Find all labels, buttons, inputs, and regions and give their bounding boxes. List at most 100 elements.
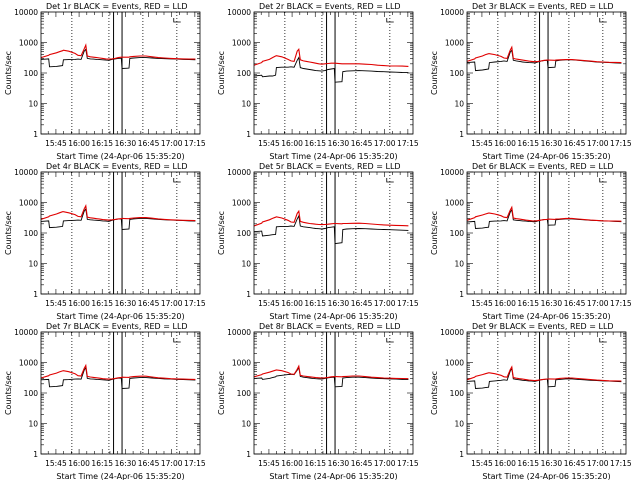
x-tick-label: 15:45 (45, 139, 67, 148)
y-tick-label: 1000 (19, 199, 38, 208)
x-tick-label: 17:00 (161, 299, 183, 308)
x-tick-label: 16:45 (564, 459, 586, 468)
x-tick-label: 17:00 (374, 139, 396, 148)
x-tick-label: 16:00 (494, 299, 516, 308)
y-tick-label: 100 (24, 229, 39, 238)
x-tick-label: 17:00 (374, 459, 396, 468)
y-tick-label: 10000 (227, 8, 251, 17)
plot-frame (40, 331, 201, 455)
detector-panel-4r: Det 4r BLACK = Events, RED = LLD Counts/s… (4, 162, 206, 321)
y-axis-label: Counts/sec (217, 371, 226, 415)
state-step-marker (386, 18, 394, 23)
y-tick-label: 10 (28, 260, 38, 269)
panel-title: Det 2r BLACK = Events, RED = LLD (259, 2, 401, 11)
state-step-marker (386, 178, 394, 183)
y-tick-label: 100 (24, 389, 39, 398)
y-tick-label: 10000 (14, 168, 38, 177)
plot-frame (466, 331, 627, 455)
x-tick-label: 16:45 (564, 139, 586, 148)
y-tick-label: 1 (459, 130, 464, 139)
panel-title: Det 7r BLACK = Events, RED = LLD (46, 322, 188, 331)
x-tick-label: 16:45 (351, 459, 373, 468)
x-axis-label: Start Time (24-Apr-06 15:35:20) (269, 312, 397, 321)
y-axis-label: Counts/sec (4, 211, 13, 255)
events-series-line (253, 366, 409, 388)
x-tick-label: 17:15 (397, 459, 419, 468)
x-tick-label: 17:15 (184, 459, 206, 468)
y-tick-label: 1000 (445, 39, 464, 48)
x-tick-label: 17:00 (374, 299, 396, 308)
y-tick-label: 1000 (232, 199, 251, 208)
y-tick-label: 1000 (232, 39, 251, 48)
x-tick-label: 15:45 (258, 299, 280, 308)
x-axis-label: Start Time (24-Apr-06 15:35:20) (482, 312, 610, 321)
y-tick-label: 1000 (445, 199, 464, 208)
lld-series-line (466, 365, 622, 382)
detector-panel-1r: Det 1r BLACK = Events, RED = LLD Counts/s… (4, 2, 206, 161)
x-tick-label: 16:00 (281, 459, 303, 468)
y-tick-label: 1 (246, 130, 251, 139)
x-tick-label: 15:45 (471, 299, 493, 308)
state-step-marker (386, 338, 394, 343)
detector-panel-5r: Det 5r BLACK = Events, RED = LLD Counts/s… (217, 162, 419, 321)
x-tick-label: 17:15 (610, 139, 632, 148)
x-tick-label: 16:15 (91, 459, 113, 468)
y-axis-label: Counts/sec (217, 51, 226, 95)
plot-frame (253, 171, 414, 295)
y-tick-label: 100 (450, 389, 465, 398)
state-step-marker (173, 18, 181, 23)
events-series-line (253, 56, 409, 83)
y-tick-label: 10000 (440, 8, 464, 17)
lld-series-line (253, 364, 409, 380)
y-tick-label: 10 (241, 260, 251, 269)
y-tick-label: 10000 (227, 328, 251, 337)
x-tick-label: 17:15 (184, 139, 206, 148)
y-tick-label: 10 (454, 100, 464, 109)
lld-series-line (40, 204, 196, 222)
events-series-line (40, 366, 196, 389)
panel-title: Det 3r BLACK = Events, RED = LLD (472, 2, 614, 11)
y-tick-label: 10000 (14, 8, 38, 17)
events-series-line (40, 48, 196, 69)
x-tick-label: 16:15 (91, 299, 113, 308)
x-tick-label: 16:30 (541, 139, 563, 148)
x-tick-label: 16:30 (328, 459, 350, 468)
x-tick-label: 17:15 (610, 459, 632, 468)
state-step-marker (599, 338, 607, 343)
x-tick-label: 16:00 (68, 299, 90, 308)
x-tick-label: 16:15 (517, 299, 539, 308)
y-tick-label: 1 (33, 290, 38, 299)
x-axis-label: Start Time (24-Apr-06 15:35:20) (56, 152, 184, 161)
y-tick-label: 10000 (14, 328, 38, 337)
y-tick-label: 1 (33, 450, 38, 459)
panel-title: Det 9r BLACK = Events, RED = LLD (472, 322, 614, 331)
x-axis-label: Start Time (24-Apr-06 15:35:20) (269, 152, 397, 161)
lld-series-line (466, 205, 622, 222)
x-tick-label: 16:30 (328, 139, 350, 148)
y-tick-label: 1000 (445, 359, 464, 368)
x-tick-label: 16:00 (281, 299, 303, 308)
x-tick-label: 16:45 (351, 139, 373, 148)
x-axis-label: Start Time (24-Apr-06 15:35:20) (56, 472, 184, 480)
detector-panel-9r: Det 9r BLACK = Events, RED = LLD Counts/s… (430, 322, 632, 480)
x-tick-label: 16:30 (328, 299, 350, 308)
y-tick-label: 1 (459, 290, 464, 299)
x-tick-label: 16:30 (541, 299, 563, 308)
y-axis-label: Counts/sec (4, 371, 13, 415)
x-tick-label: 16:45 (351, 299, 373, 308)
detector-panel-6r: Det 6r BLACK = Events, RED = LLD Counts/s… (430, 162, 632, 321)
y-tick-label: 1000 (232, 359, 251, 368)
x-tick-label: 17:15 (397, 299, 419, 308)
detector-panel-2r: Det 2r BLACK = Events, RED = LLD Counts/s… (217, 2, 419, 161)
plot-frame (40, 11, 201, 135)
state-step-marker (599, 18, 607, 23)
x-tick-label: 15:45 (258, 459, 280, 468)
y-axis-label: Counts/sec (4, 51, 13, 95)
x-tick-label: 16:30 (115, 459, 137, 468)
y-tick-label: 1000 (19, 39, 38, 48)
state-step-marker (599, 178, 607, 183)
y-tick-label: 1 (246, 290, 251, 299)
lld-series-line (40, 43, 196, 60)
y-tick-label: 100 (237, 229, 252, 238)
